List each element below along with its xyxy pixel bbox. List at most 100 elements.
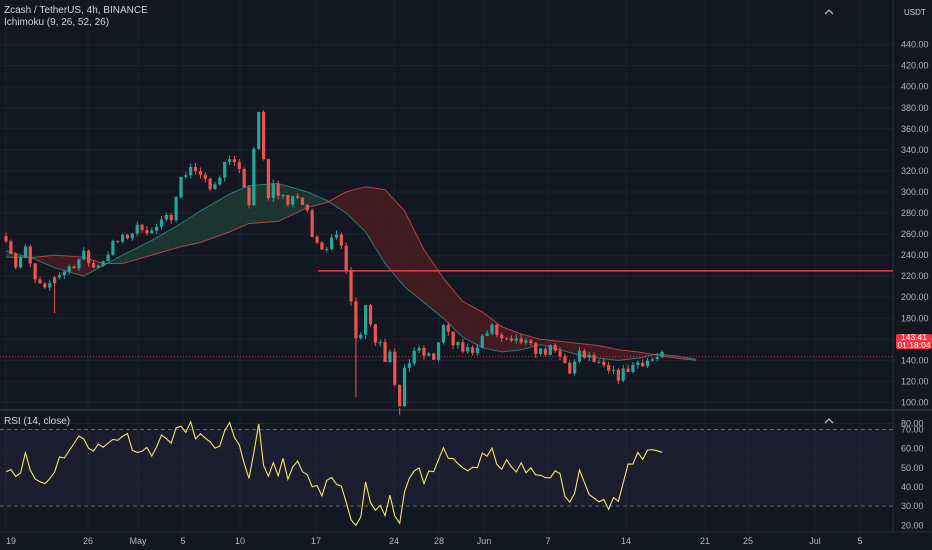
rsi-tick-label: 40.00 bbox=[901, 482, 924, 492]
price-tick-label: 200.00 bbox=[901, 292, 929, 302]
candle-body bbox=[500, 334, 504, 339]
ichimoku-cloud-segment bbox=[618, 349, 629, 361]
candle-body bbox=[388, 351, 392, 362]
time-tick-label: 26 bbox=[83, 536, 93, 546]
ichimoku-cloud-segment bbox=[443, 278, 454, 328]
ichimoku-cloud-segment bbox=[142, 240, 152, 258]
candle-body bbox=[597, 361, 601, 363]
currency-label: USDT bbox=[904, 8, 926, 17]
candle-body bbox=[145, 230, 149, 234]
candle-body bbox=[96, 265, 100, 268]
ichimoku-cloud-segment bbox=[423, 249, 434, 311]
candle-body bbox=[383, 342, 387, 362]
candle-body bbox=[359, 334, 363, 339]
candle-body bbox=[116, 240, 120, 242]
candle-body bbox=[77, 259, 81, 269]
candle-body bbox=[18, 257, 23, 268]
pane-collapse-icon[interactable] bbox=[823, 414, 835, 426]
candle-body bbox=[150, 230, 154, 234]
candle-body bbox=[28, 246, 32, 264]
ichimoku-cloud-segment bbox=[180, 217, 191, 247]
candle-body bbox=[227, 159, 232, 162]
ichimoku-legend[interactable]: Ichimoku (9, 26, 52, 26) bbox=[4, 17, 110, 28]
candle-body bbox=[655, 357, 659, 360]
candle-body bbox=[155, 226, 159, 231]
candle-body bbox=[548, 345, 552, 355]
candle-body bbox=[412, 350, 416, 364]
ichimoku-cloud-segment bbox=[355, 186, 366, 232]
time-tick-label: Jul bbox=[809, 536, 821, 546]
candle-body bbox=[432, 353, 436, 360]
candle-body bbox=[344, 245, 348, 271]
ichimoku-cloud-segment bbox=[598, 345, 609, 360]
collapse-icon[interactable] bbox=[823, 4, 835, 16]
candle-body bbox=[72, 266, 76, 269]
candle-body bbox=[524, 340, 528, 343]
candle-body bbox=[466, 347, 470, 352]
price-tick-label: 400.00 bbox=[901, 82, 929, 92]
price-tick-label: 360.00 bbox=[901, 124, 929, 134]
rsi-tick-label: 50.00 bbox=[901, 463, 924, 473]
price-tick-label: 340.00 bbox=[901, 145, 929, 155]
candle-body bbox=[558, 350, 562, 357]
ichimoku-span-a bbox=[5, 182, 697, 361]
time-tick-label: May bbox=[129, 536, 147, 546]
ichimoku-cloud-segment bbox=[200, 205, 211, 243]
candle-body bbox=[38, 279, 42, 284]
time-tick-label: 19 bbox=[6, 536, 16, 546]
candle-body bbox=[427, 353, 431, 356]
candle-body bbox=[198, 171, 202, 175]
candle-body bbox=[470, 347, 475, 353]
ichimoku-cloud-segment bbox=[530, 336, 541, 348]
time-tick-label: 21 bbox=[700, 536, 710, 546]
candle-body bbox=[43, 283, 47, 288]
ichimoku-cloud-segment bbox=[258, 184, 269, 223]
candle-body bbox=[252, 148, 256, 206]
candle-body bbox=[582, 350, 586, 358]
time-tick-label: 28 bbox=[434, 536, 444, 546]
ichimoku-cloud-segment bbox=[268, 183, 279, 223]
ichimoku-cloud-segment bbox=[385, 189, 395, 276]
candle-body bbox=[626, 368, 630, 372]
candle-body bbox=[48, 283, 52, 288]
price-tick-label: 420.00 bbox=[901, 61, 929, 71]
time-tick-label: 25 bbox=[743, 536, 753, 546]
price-tick-label: 220.00 bbox=[901, 271, 929, 281]
candle-body bbox=[563, 356, 567, 363]
candle-body bbox=[179, 176, 183, 198]
rsi-tick-label: 30.00 bbox=[901, 501, 924, 511]
candle-body bbox=[611, 369, 616, 371]
candle-body bbox=[373, 324, 377, 343]
candle-body bbox=[300, 197, 305, 205]
candle-body bbox=[368, 305, 373, 325]
candle-body bbox=[218, 177, 222, 185]
rsi-legend[interactable]: RSI (14, close) bbox=[4, 416, 71, 427]
ichimoku-span-b bbox=[6, 186, 697, 361]
ichimoku-cloud-segment bbox=[112, 255, 123, 264]
candle-body bbox=[135, 224, 139, 234]
candle-body bbox=[237, 162, 241, 169]
time-tick-label: 17 bbox=[311, 536, 321, 546]
candle-body bbox=[354, 301, 358, 339]
candle-body bbox=[592, 355, 596, 362]
candle-body bbox=[334, 234, 339, 238]
price-tick-label: 140.00 bbox=[901, 355, 929, 365]
ichimoku-cloud-segment bbox=[404, 210, 415, 295]
candle-body bbox=[330, 237, 334, 250]
candle-body bbox=[568, 362, 572, 374]
price-tick-label: 440.00 bbox=[901, 40, 929, 50]
candle-body bbox=[660, 351, 664, 358]
candle-body bbox=[485, 333, 489, 336]
candle-body bbox=[169, 215, 173, 221]
candle-body bbox=[616, 369, 620, 381]
ichimoku-cloud-segment bbox=[83, 257, 94, 277]
price-tick-label: 120.00 bbox=[901, 376, 929, 386]
candle-body bbox=[509, 338, 514, 341]
candle-body bbox=[461, 342, 465, 352]
rsi-tick-label: 60.00 bbox=[901, 444, 924, 454]
candle-body bbox=[67, 266, 71, 272]
ichimoku-cloud-segment bbox=[462, 301, 473, 343]
candle-body bbox=[121, 234, 125, 242]
